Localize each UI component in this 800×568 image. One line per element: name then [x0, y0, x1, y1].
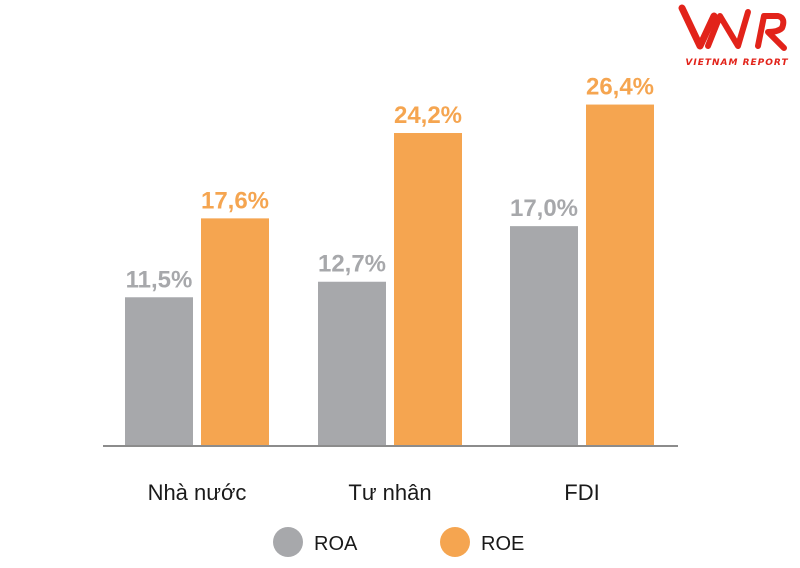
bar-roa-2 — [510, 226, 578, 446]
data-label: 17,6% — [201, 187, 269, 214]
category-label: FDI — [564, 480, 599, 505]
logo-text: VIETNAM REPORT — [685, 58, 789, 68]
data-label: 12,7% — [318, 251, 386, 278]
data-label: 11,5% — [126, 266, 193, 293]
bar-roe-1 — [394, 133, 462, 446]
legend-swatch-roa — [273, 527, 303, 557]
legend-label-roa: ROA — [314, 533, 358, 555]
category-label: Tư nhân — [348, 480, 431, 505]
bar-roe-0 — [201, 218, 269, 446]
vietnam-report-logo: VIETNAM REPORT — [678, 2, 796, 76]
data-label: 26,4% — [586, 74, 654, 101]
category-label: Nhà nước — [148, 480, 247, 505]
data-label: 24,2% — [394, 102, 462, 129]
bar-roe-2 — [586, 104, 654, 446]
data-label: 17,0% — [510, 195, 578, 222]
bar-roa-0 — [125, 297, 193, 446]
legend-label-roe: ROE — [481, 533, 524, 555]
vnr-logo-mark — [678, 4, 787, 51]
bar-roa-1 — [318, 281, 386, 446]
legend-swatch-roe — [440, 527, 470, 557]
